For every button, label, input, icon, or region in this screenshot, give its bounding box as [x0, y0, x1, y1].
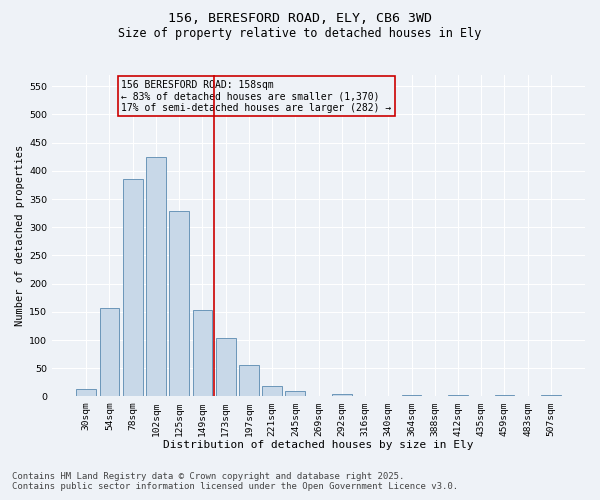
- Bar: [401, 395, 421, 396]
- X-axis label: Distribution of detached houses by size in Ely: Distribution of detached houses by size …: [163, 440, 474, 450]
- Bar: [286, 391, 305, 396]
- Text: Contains public sector information licensed under the Open Government Licence v3: Contains public sector information licen…: [12, 482, 458, 491]
- Bar: [216, 338, 236, 396]
- Bar: [123, 179, 143, 396]
- Y-axis label: Number of detached properties: Number of detached properties: [15, 145, 25, 326]
- Text: Size of property relative to detached houses in Ely: Size of property relative to detached ho…: [118, 28, 482, 40]
- Bar: [262, 386, 282, 396]
- Bar: [239, 365, 259, 396]
- Bar: [76, 389, 96, 396]
- Bar: [169, 212, 189, 396]
- Bar: [494, 395, 514, 396]
- Bar: [332, 394, 352, 396]
- Text: 156 BERESFORD ROAD: 158sqm
← 83% of detached houses are smaller (1,370)
17% of s: 156 BERESFORD ROAD: 158sqm ← 83% of deta…: [121, 80, 392, 113]
- Bar: [146, 157, 166, 396]
- Bar: [448, 395, 468, 396]
- Bar: [541, 395, 561, 396]
- Text: Contains HM Land Registry data © Crown copyright and database right 2025.: Contains HM Land Registry data © Crown c…: [12, 472, 404, 481]
- Bar: [100, 308, 119, 396]
- Text: 156, BERESFORD ROAD, ELY, CB6 3WD: 156, BERESFORD ROAD, ELY, CB6 3WD: [168, 12, 432, 26]
- Bar: [193, 310, 212, 396]
